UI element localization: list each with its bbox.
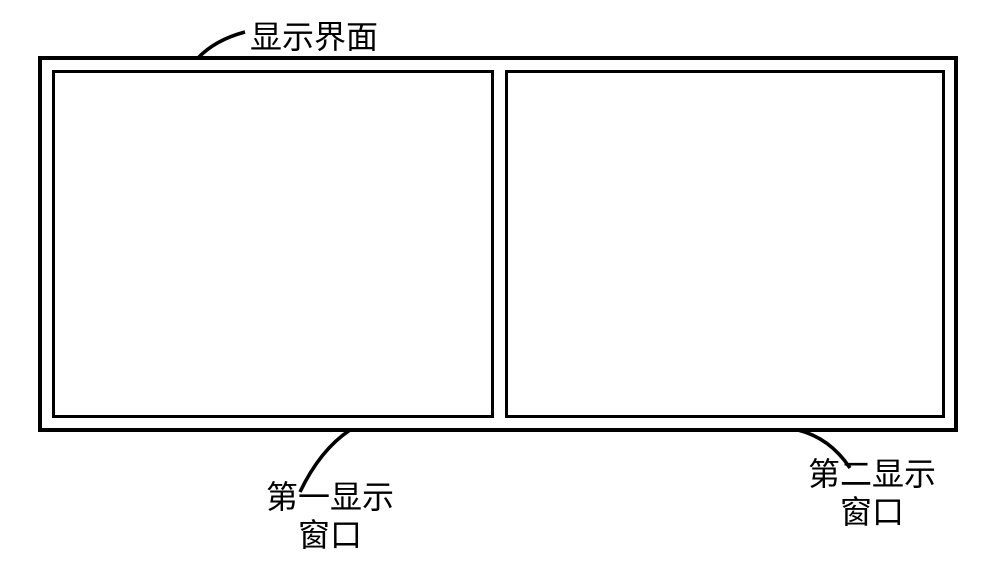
first-window-label-line2: 窗口 bbox=[298, 517, 362, 553]
diagram-container: 显示界面 第一显示 窗口 第二显示 窗口 bbox=[0, 0, 1000, 572]
second-window-label-line1: 第二显示 bbox=[808, 456, 936, 492]
second-window-label-line2: 窗口 bbox=[840, 494, 904, 530]
first-window-label-line1: 第一显示 bbox=[266, 479, 394, 515]
second-window-label: 第二显示 窗口 bbox=[808, 455, 936, 532]
first-window-label: 第一显示 窗口 bbox=[266, 478, 394, 555]
